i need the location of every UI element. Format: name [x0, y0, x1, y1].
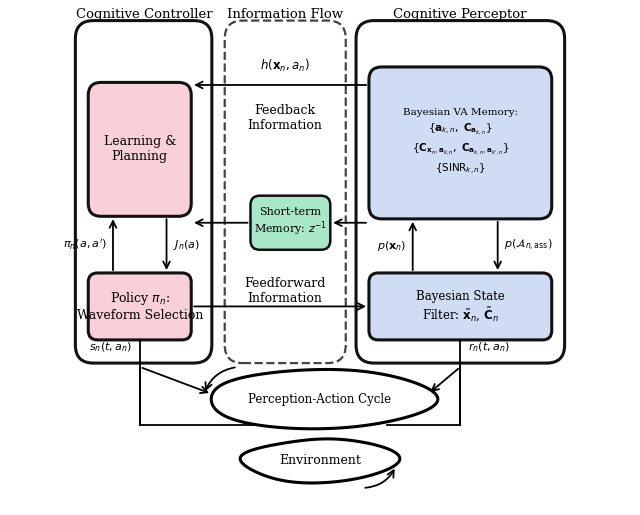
FancyBboxPatch shape	[250, 196, 330, 250]
FancyBboxPatch shape	[88, 82, 191, 216]
Text: Learning &
Planning: Learning & Planning	[104, 135, 176, 163]
Text: Perception-Action Cycle: Perception-Action Cycle	[248, 392, 392, 406]
Text: $p(\mathbf{x}_n)$: $p(\mathbf{x}_n)$	[377, 239, 406, 253]
Text: Cognitive Perceptor: Cognitive Perceptor	[394, 8, 527, 21]
Text: Feedforward
Information: Feedforward Information	[244, 277, 326, 305]
Text: Bayesian VA Memory:
$\{\mathbf{a}_{k,n},\ \mathbf{C}_{\mathbf{a}_{k,n}}\}$
$\{\m: Bayesian VA Memory: $\{\mathbf{a}_{k,n},…	[403, 108, 518, 178]
Text: Short-term
Memory: $z^{-1}$: Short-term Memory: $z^{-1}$	[254, 207, 327, 238]
Polygon shape	[211, 369, 438, 429]
FancyBboxPatch shape	[369, 67, 552, 219]
FancyBboxPatch shape	[369, 273, 552, 340]
Text: $s_n(t, a_n)$: $s_n(t, a_n)$	[89, 341, 132, 354]
Text: $r_n(t, a_n)$: $r_n(t, a_n)$	[468, 341, 510, 354]
Text: Policy $\pi_n$:
Waveform Selection: Policy $\pi_n$: Waveform Selection	[77, 290, 203, 322]
Polygon shape	[240, 439, 400, 483]
Text: Information Flow: Information Flow	[227, 8, 343, 21]
Text: $J_n(a)$: $J_n(a)$	[173, 237, 200, 252]
Text: Environment: Environment	[279, 454, 361, 468]
Text: $p(\mathcal{A}_{n,\mathrm{ass}})$: $p(\mathcal{A}_{n,\mathrm{ass}})$	[504, 238, 552, 253]
Text: Bayesian State
Filter: $\tilde{\mathbf{x}}_n$, $\tilde{\mathbf{C}}_n$: Bayesian State Filter: $\tilde{\mathbf{x…	[416, 289, 505, 323]
Text: $h(\mathbf{x}_n, a_n)$: $h(\mathbf{x}_n, a_n)$	[260, 58, 310, 74]
Text: $\pi_n(a,a^\prime)$: $\pi_n(a,a^\prime)$	[63, 237, 107, 252]
Text: Feedback
Information: Feedback Information	[248, 105, 323, 132]
Text: Cognitive Controller: Cognitive Controller	[76, 8, 212, 21]
FancyBboxPatch shape	[88, 273, 191, 340]
